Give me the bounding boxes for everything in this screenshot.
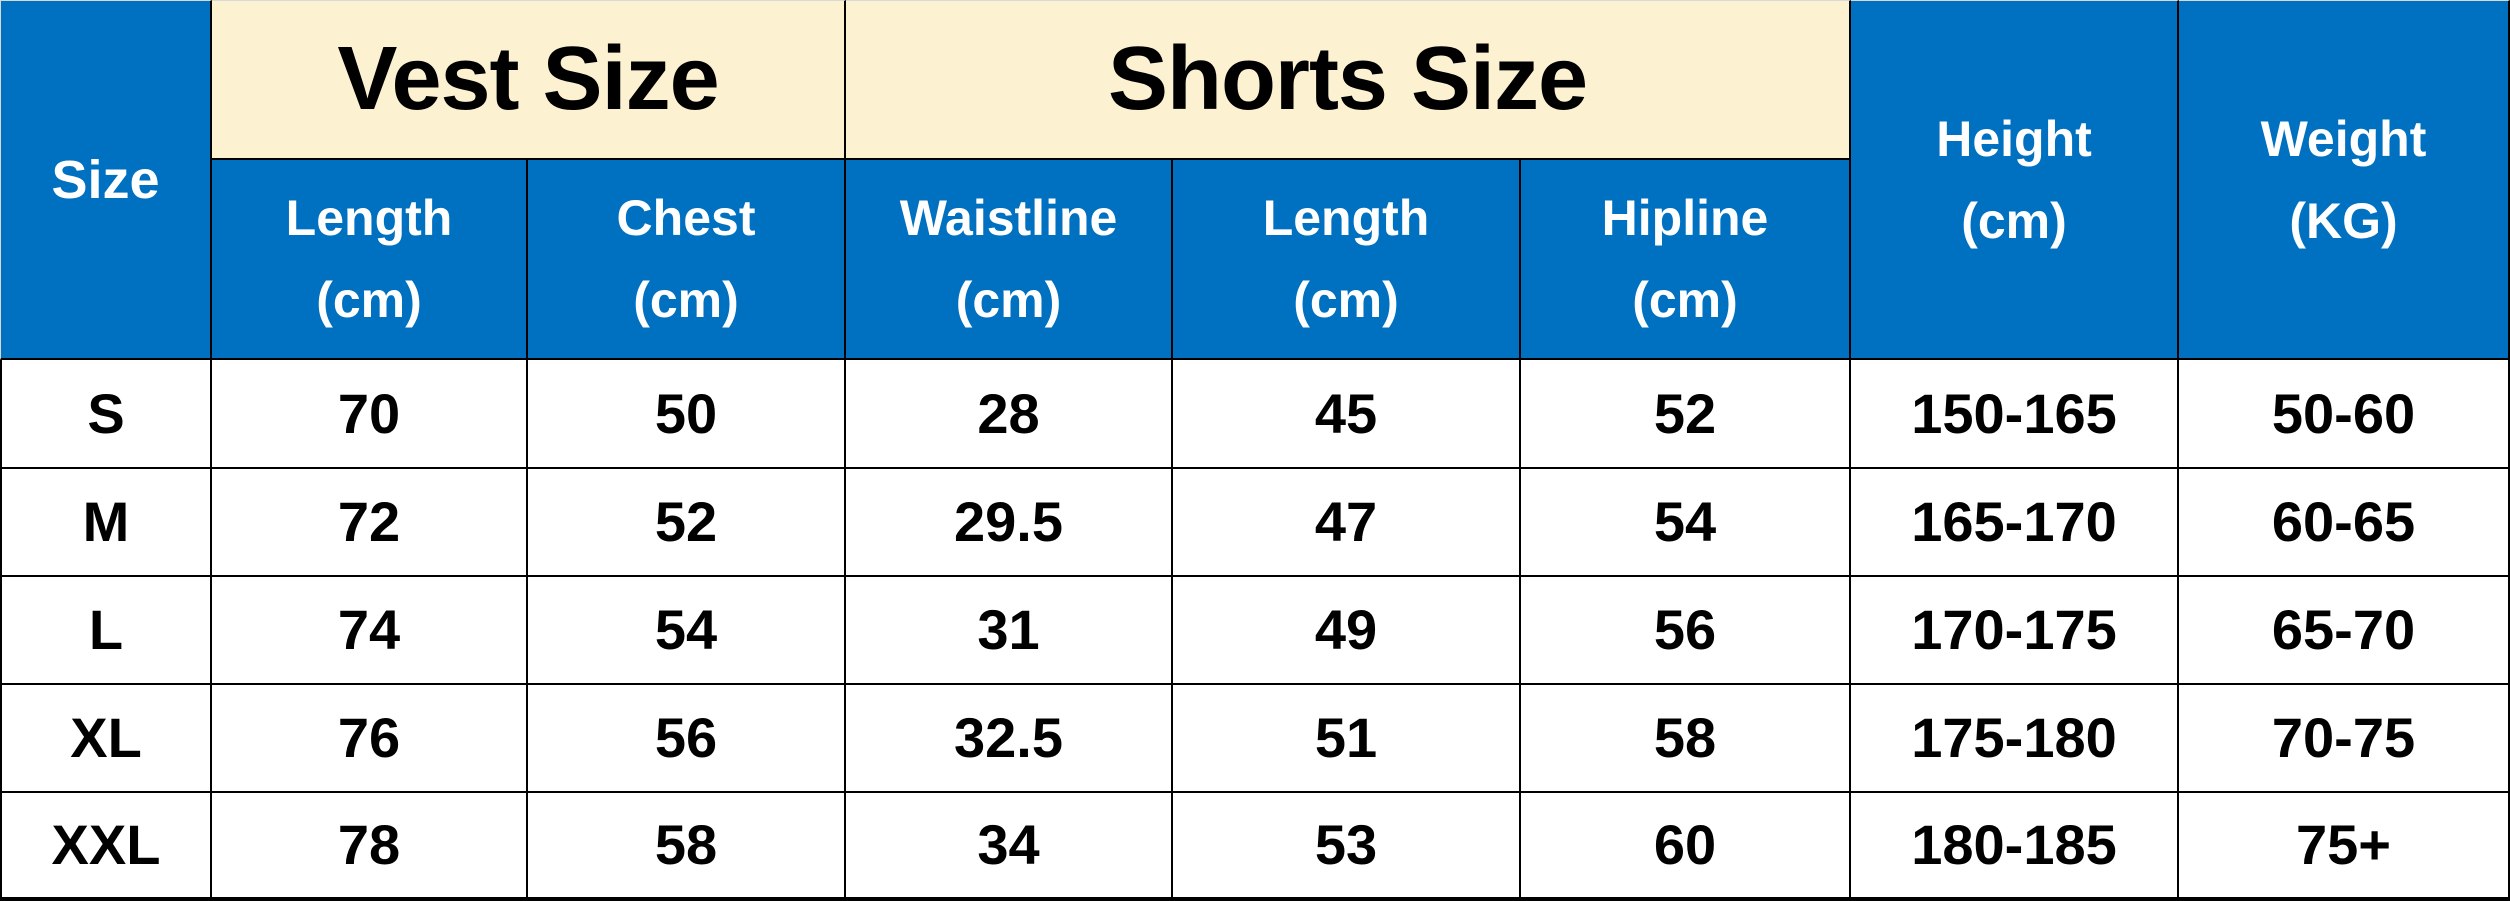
cell-s-waistline: 28 (846, 360, 1174, 469)
row-label-m: M (0, 468, 212, 577)
column-header-shorts-hipline-unit: (cm) (1632, 272, 1738, 329)
cell-l-waistline: 31 (846, 576, 1174, 685)
cell-s-height: 150-165 (1851, 360, 2180, 469)
cell-xl-height: 175-180 (1851, 684, 2180, 793)
column-header-vest-chest-name: Chest (616, 190, 756, 247)
cell-xl-weight: 70-75 (2179, 684, 2510, 793)
cell-l-height: 170-175 (1851, 576, 2180, 685)
cell-s-hipline: 52 (1521, 360, 1852, 469)
cell-xl-shorts-length: 51 (1173, 684, 1522, 793)
column-header-vest-chest: Chest (cm) (528, 160, 847, 361)
cell-xxl-vest-length: 78 (212, 792, 528, 901)
cell-l-vest-length: 74 (212, 576, 528, 685)
cell-xxl-waistline: 34 (846, 792, 1174, 901)
column-header-shorts-waistline: Waistline (cm) (846, 160, 1174, 361)
table-row-l: L 74 54 31 49 56 170-175 65-70 (0, 576, 2510, 685)
column-header-height-name: Height (1936, 110, 2092, 167)
cell-xl-vest-length: 76 (212, 684, 528, 793)
column-header-shorts-length-name: Length (1262, 190, 1430, 247)
cell-xl-vest-chest: 56 (528, 684, 847, 793)
cell-l-hipline: 56 (1521, 576, 1852, 685)
cell-s-shorts-length: 45 (1173, 360, 1522, 469)
table-row-s: S 70 50 28 45 52 150-165 50-60 (0, 360, 2510, 469)
cell-s-vest-chest: 50 (528, 360, 847, 469)
column-header-shorts-length: Length (cm) (1173, 160, 1522, 361)
group-header-shorts-size: Shorts Size (846, 0, 1852, 161)
corner-header-size: Size (0, 0, 212, 361)
cell-l-weight: 65-70 (2179, 576, 2510, 685)
cell-xl-hipline: 58 (1521, 684, 1852, 793)
header-row-subcolumns: Length (cm) Chest (cm) Waistline (cm) Le… (0, 160, 2510, 361)
column-header-shorts-waistline-unit: (cm) (955, 272, 1062, 329)
table-row-m: M 72 52 29.5 47 54 165-170 60-65 (0, 468, 2510, 577)
cell-s-weight: 50-60 (2179, 360, 2510, 469)
header-row-groups: Size Vest Size Shorts Size Height (cm) W… (0, 0, 2510, 361)
cell-m-height: 165-170 (1851, 468, 2180, 577)
column-header-weight: Weight (KG) (2179, 0, 2510, 361)
cell-xxl-hipline: 60 (1521, 792, 1852, 901)
cell-l-vest-chest: 54 (528, 576, 847, 685)
group-header-vest-size: Vest Size (212, 0, 847, 161)
column-header-vest-length: Length (cm) (212, 160, 528, 361)
row-label-s: S (0, 360, 212, 469)
table-row-xxl: XXL 78 58 34 53 60 180-185 75+ (0, 792, 2510, 901)
cell-xl-waistline: 32.5 (846, 684, 1174, 793)
column-header-shorts-hipline: Hipline (cm) (1521, 160, 1852, 361)
column-header-weight-name: Weight (2260, 110, 2427, 167)
cell-m-hipline: 54 (1521, 468, 1852, 577)
row-label-l: L (0, 576, 212, 685)
row-label-xxl: XXL (0, 792, 212, 901)
cell-xxl-height: 180-185 (1851, 792, 2180, 901)
column-header-vest-chest-unit: (cm) (633, 272, 739, 329)
cell-m-waistline: 29.5 (846, 468, 1174, 577)
column-header-vest-length-name: Length (285, 190, 453, 247)
cell-m-shorts-length: 47 (1173, 468, 1522, 577)
cell-xxl-vest-chest: 58 (528, 792, 847, 901)
cell-s-vest-length: 70 (212, 360, 528, 469)
column-header-height-unit: (cm) (1961, 192, 2067, 249)
cell-m-weight: 60-65 (2179, 468, 2510, 577)
column-header-vest-length-unit: (cm) (316, 272, 422, 329)
column-header-shorts-length-unit: (cm) (1293, 272, 1399, 329)
table-row-xl: XL 76 56 32.5 51 58 175-180 70-75 (0, 684, 2510, 793)
cell-l-shorts-length: 49 (1173, 576, 1522, 685)
cell-m-vest-chest: 52 (528, 468, 847, 577)
column-header-weight-unit: (KG) (2289, 192, 2398, 249)
column-header-height: Height (cm) (1851, 0, 2180, 361)
cell-xxl-shorts-length: 53 (1173, 792, 1522, 901)
cell-xxl-weight: 75+ (2179, 792, 2510, 901)
column-header-shorts-waistline-name: Waistline (899, 190, 1118, 247)
column-header-shorts-hipline-name: Hipline (1601, 190, 1769, 247)
cell-m-vest-length: 72 (212, 468, 528, 577)
row-label-xl: XL (0, 684, 212, 793)
